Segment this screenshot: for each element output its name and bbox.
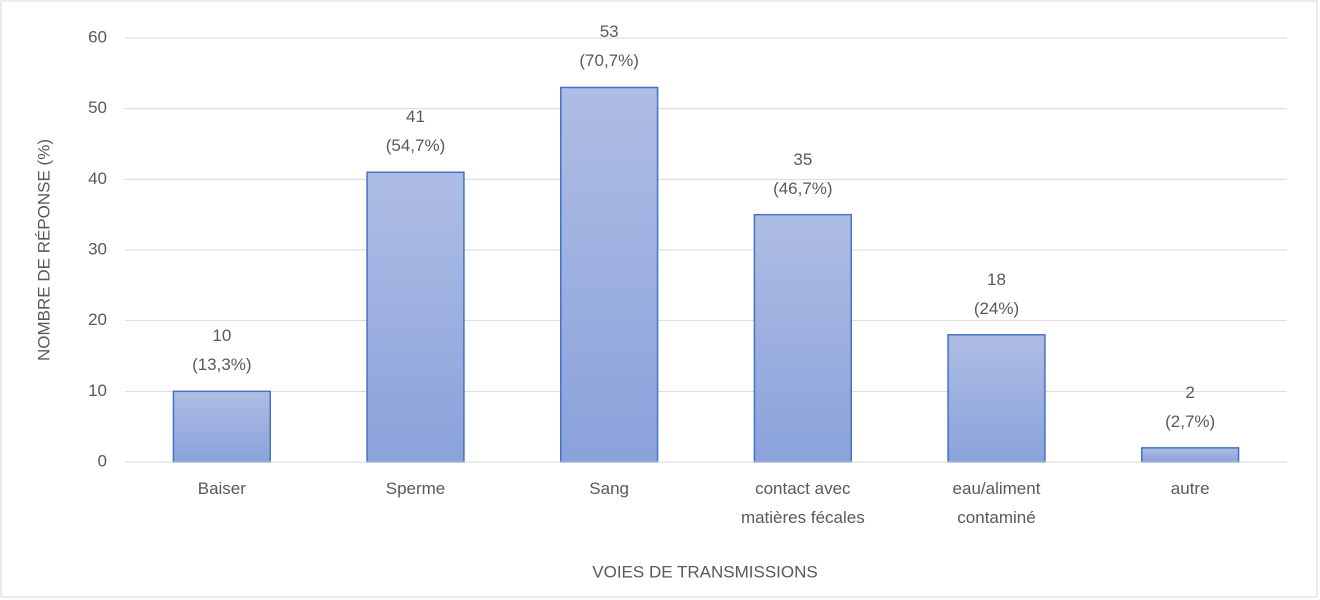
y-tick-label: 30 (88, 239, 107, 258)
data-label: 10 (13,3%) (192, 326, 252, 375)
x-tick-label: Sang (589, 479, 629, 498)
y-tick-label: 50 (88, 98, 107, 117)
data-label: 18 (24%) (973, 269, 1020, 318)
bar (947, 334, 1046, 463)
bar (172, 390, 272, 463)
bar (1141, 447, 1240, 463)
y-axis-title: NOMBRE DE RÉPONSE (%) (34, 139, 53, 361)
data-label: 2 (2,7%) (1165, 382, 1216, 431)
x-tick-label: Baiser (197, 479, 246, 498)
data-label: 35 (46,7%) (773, 149, 833, 198)
x-axis-title: VOIES DE TRANSMISSIONS (592, 562, 817, 581)
y-tick-label: 0 (98, 451, 107, 470)
data-label: 53 (70,7%) (579, 22, 639, 71)
bar (366, 171, 465, 463)
y-tick-label: 60 (88, 27, 107, 46)
bar (560, 86, 659, 463)
y-tick-label: 10 (88, 381, 107, 400)
x-tick-label: Sperme (385, 479, 446, 498)
y-tick-label: 40 (88, 169, 107, 188)
x-tick-label: eau/aliment contaminé (952, 479, 1041, 527)
data-label: 41 (54,7%) (385, 107, 446, 156)
y-tick-label: 20 (88, 310, 107, 329)
bar (753, 213, 853, 463)
x-tick-label: contact avec matières fécales (740, 479, 865, 527)
x-tick-label: autre (1170, 479, 1210, 498)
